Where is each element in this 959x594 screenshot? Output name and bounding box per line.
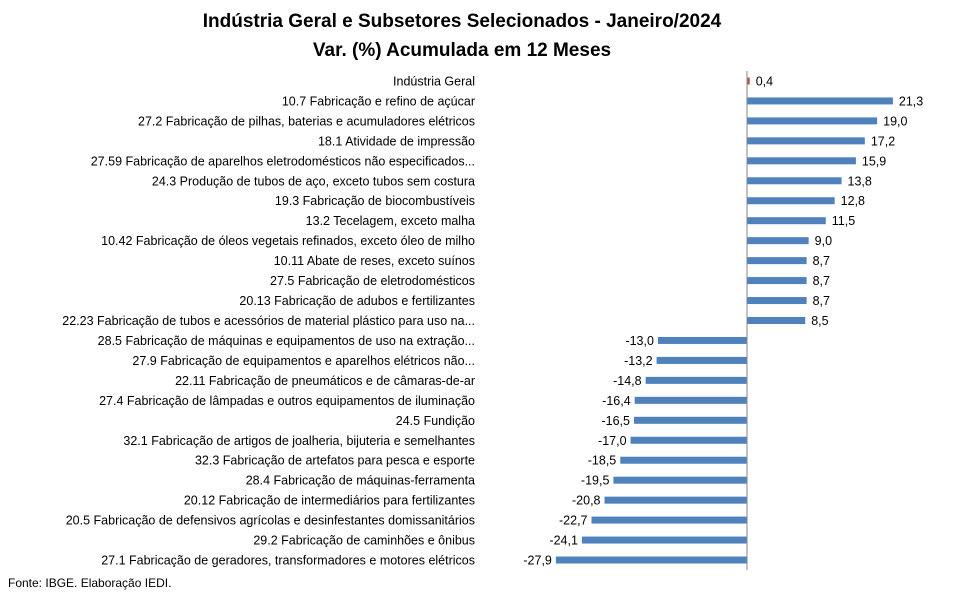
value-label: 17,2 (871, 134, 895, 148)
value-label: -13,2 (624, 354, 653, 368)
category-label: 27.1 Fabricação de geradores, transforma… (101, 554, 475, 568)
category-label: 27.9 Fabricação de equipamentos e aparel… (132, 354, 475, 368)
chart-title: Indústria Geral e Subsetores Selecionado… (203, 11, 722, 32)
bar (555, 556, 747, 564)
category-label: 27.2 Fabricação de pilhas, baterias e ac… (138, 114, 475, 128)
bar (591, 516, 747, 524)
bar (747, 157, 856, 165)
chart-subtitle: Var. (%) Acumulada em 12 Meses (313, 40, 611, 61)
value-label: 8,7 (813, 274, 830, 288)
bar (747, 217, 826, 225)
category-label: 22.11 Fabricação de pneumáticos e de câm… (175, 374, 475, 388)
category-label: 29.2 Fabricação de caminhões e ônibus (253, 534, 475, 548)
bar (604, 496, 747, 504)
category-label: 13.2 Tecelagem, exceto malha (306, 214, 475, 228)
bar (747, 137, 865, 145)
bar (633, 416, 747, 424)
value-label: -18,5 (588, 454, 617, 468)
value-label: 0,4 (756, 74, 773, 88)
bar (747, 297, 807, 305)
bar (747, 317, 806, 324)
value-label: 13,8 (848, 174, 872, 188)
value-label: 8,5 (811, 314, 828, 328)
bar (747, 277, 807, 285)
bar (747, 97, 893, 105)
bar (747, 77, 750, 85)
value-label: -27,9 (523, 554, 552, 568)
category-label: Indústria Geral (393, 74, 475, 88)
category-label: 24.3 Produção de tubos de aço, exceto tu… (152, 174, 475, 188)
bar (657, 336, 747, 344)
value-label: 8,7 (813, 254, 830, 268)
category-label: 19.3 Fabricação de biocombustíveis (275, 194, 475, 208)
category-label: 10.11 Abate de reses, exceto suínos (274, 254, 475, 268)
category-label: 27.5 Fabricação de eletrodomésticos (270, 274, 475, 288)
bar (634, 396, 747, 404)
value-label: 12,8 (841, 194, 865, 208)
value-label: -19,5 (581, 474, 610, 488)
value-label: -24,1 (549, 534, 578, 548)
value-label: 19,0 (883, 114, 907, 128)
bar (747, 237, 809, 245)
value-label: -13,0 (625, 334, 654, 348)
category-label: 10.7 Fabricação e refino de açúcar (282, 94, 475, 108)
category-label: 18.1 Atividade de impressão (318, 134, 475, 148)
value-label: 21,3 (899, 94, 923, 108)
category-label: 20.12 Fabricação de intermediários para … (184, 494, 475, 508)
value-label: -22,7 (559, 514, 588, 528)
value-label: -16,4 (602, 394, 631, 408)
value-label: -17,0 (598, 434, 627, 448)
value-label: -16,5 (601, 414, 630, 428)
bar (747, 177, 842, 185)
value-label: 8,7 (813, 294, 830, 308)
bar (613, 476, 747, 484)
bar (630, 436, 747, 444)
category-label: 32.1 Fabricação de artigos de joalheria,… (123, 434, 475, 448)
category-label: 24.5 Fundição (396, 414, 475, 428)
source-note: Fonte: IBGE. Elaboração IEDI. (8, 576, 172, 590)
bar (645, 376, 747, 384)
category-label: 20.13 Fabricação de adubos e fertilizant… (239, 294, 475, 308)
category-label: 22.23 Fabricação de tubos e acessórios d… (62, 314, 475, 328)
category-label: 32.3 Fabricação de artefatos para pesca … (195, 454, 475, 468)
bar (747, 117, 878, 125)
bars-layer: Indústria Geral 0,4 10.7 Fabricação e refi… (62, 74, 923, 567)
category-label: 28.5 Fabricação de máquinas e equipament… (98, 334, 475, 348)
category-label: 20.5 Fabricação de defensivos agrícolas … (66, 514, 475, 528)
value-label: 11,5 (832, 214, 855, 228)
bar (747, 197, 835, 205)
value-label: 9,0 (815, 234, 832, 248)
category-label: 10.42 Fabricação de óleos vegetais refin… (101, 234, 475, 248)
category-label: 28.4 Fabricação de máquinas-ferramenta (246, 474, 475, 488)
bar (581, 536, 747, 544)
value-label: 15,9 (862, 154, 886, 168)
bar (747, 257, 807, 265)
bar (620, 456, 747, 464)
category-label: 27.4 Fabricação de lâmpadas e outros equ… (99, 394, 475, 408)
bar (656, 356, 747, 364)
value-label: -14,8 (613, 374, 642, 388)
value-label: -20,8 (572, 494, 601, 508)
category-label: 27.59 Fabricação de aparelhos eletrodomé… (91, 154, 475, 168)
